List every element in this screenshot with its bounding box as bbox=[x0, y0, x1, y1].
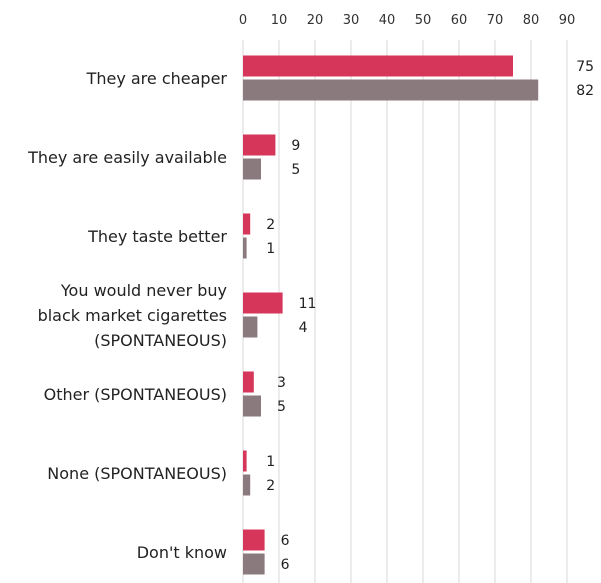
value-label-series-1-1: 9 bbox=[291, 138, 300, 154]
value-label-series-1-5: 1 bbox=[266, 454, 275, 470]
category-label: Other (SPONTANEOUS) bbox=[44, 385, 227, 404]
category-label: You would never buy bbox=[60, 281, 227, 300]
bars bbox=[243, 55, 539, 575]
bar-series-2-3 bbox=[243, 316, 258, 338]
value-label-series-2-1: 5 bbox=[291, 162, 300, 178]
category-label: They taste better bbox=[87, 227, 227, 246]
category-label: black market cigarettes bbox=[38, 306, 227, 325]
category-label: They are cheaper bbox=[86, 69, 228, 88]
x-tick-label-30: 30 bbox=[343, 13, 360, 28]
x-tick-label-0: 0 bbox=[239, 13, 247, 28]
bar-series-2-0 bbox=[243, 79, 539, 101]
x-axis-ticks: 0 10 20 30 40 50 60 70 80 90 bbox=[239, 13, 575, 28]
category-labels: They are cheaper They are easily availabl… bbox=[27, 69, 227, 562]
x-tick-label-10: 10 bbox=[271, 13, 288, 28]
x-tick-label-70: 70 bbox=[487, 13, 504, 28]
value-label-series-1-0: 75 bbox=[576, 59, 594, 75]
category-label: None (SPONTANEOUS) bbox=[47, 464, 227, 483]
value-label-series-1-4: 3 bbox=[277, 375, 286, 391]
x-tick-label-60: 60 bbox=[451, 13, 468, 28]
value-label-series-2-4: 5 bbox=[277, 399, 286, 415]
bar-series-1-6 bbox=[243, 529, 265, 551]
x-tick-label-50: 50 bbox=[415, 13, 432, 28]
value-label-series-2-2: 1 bbox=[266, 241, 275, 257]
value-label-series-2-5: 2 bbox=[266, 478, 275, 494]
bar-series-1-5 bbox=[243, 450, 247, 472]
category-label: They are easily available bbox=[27, 148, 227, 167]
x-tick-label-80: 80 bbox=[523, 13, 540, 28]
x-tick-label-90: 90 bbox=[559, 13, 576, 28]
bar-series-2-5 bbox=[243, 474, 251, 496]
bar-series-2-6 bbox=[243, 553, 265, 575]
bar-series-1-2 bbox=[243, 213, 251, 235]
value-label-series-1-2: 2 bbox=[266, 217, 275, 233]
value-label-series-1-3: 11 bbox=[299, 296, 317, 312]
value-label-series-1-6: 6 bbox=[281, 533, 290, 549]
x-tick-label-40: 40 bbox=[379, 13, 396, 28]
category-label: (SPONTANEOUS) bbox=[94, 331, 227, 350]
bar-series-1-3 bbox=[243, 292, 283, 314]
bar-series-1-4 bbox=[243, 371, 254, 393]
value-label-series-2-6: 6 bbox=[281, 557, 290, 573]
value-label-series-2-0: 82 bbox=[576, 83, 594, 99]
bar-series-2-2 bbox=[243, 237, 247, 259]
bar-series-2-1 bbox=[243, 158, 261, 180]
bar-series-1-1 bbox=[243, 134, 276, 156]
bar-series-2-4 bbox=[243, 395, 261, 417]
value-label-series-2-3: 4 bbox=[299, 320, 308, 336]
bar-series-1-0 bbox=[243, 55, 513, 77]
x-tick-label-20: 20 bbox=[307, 13, 324, 28]
category-label: Don't know bbox=[137, 543, 227, 562]
gridlines bbox=[242, 40, 568, 583]
